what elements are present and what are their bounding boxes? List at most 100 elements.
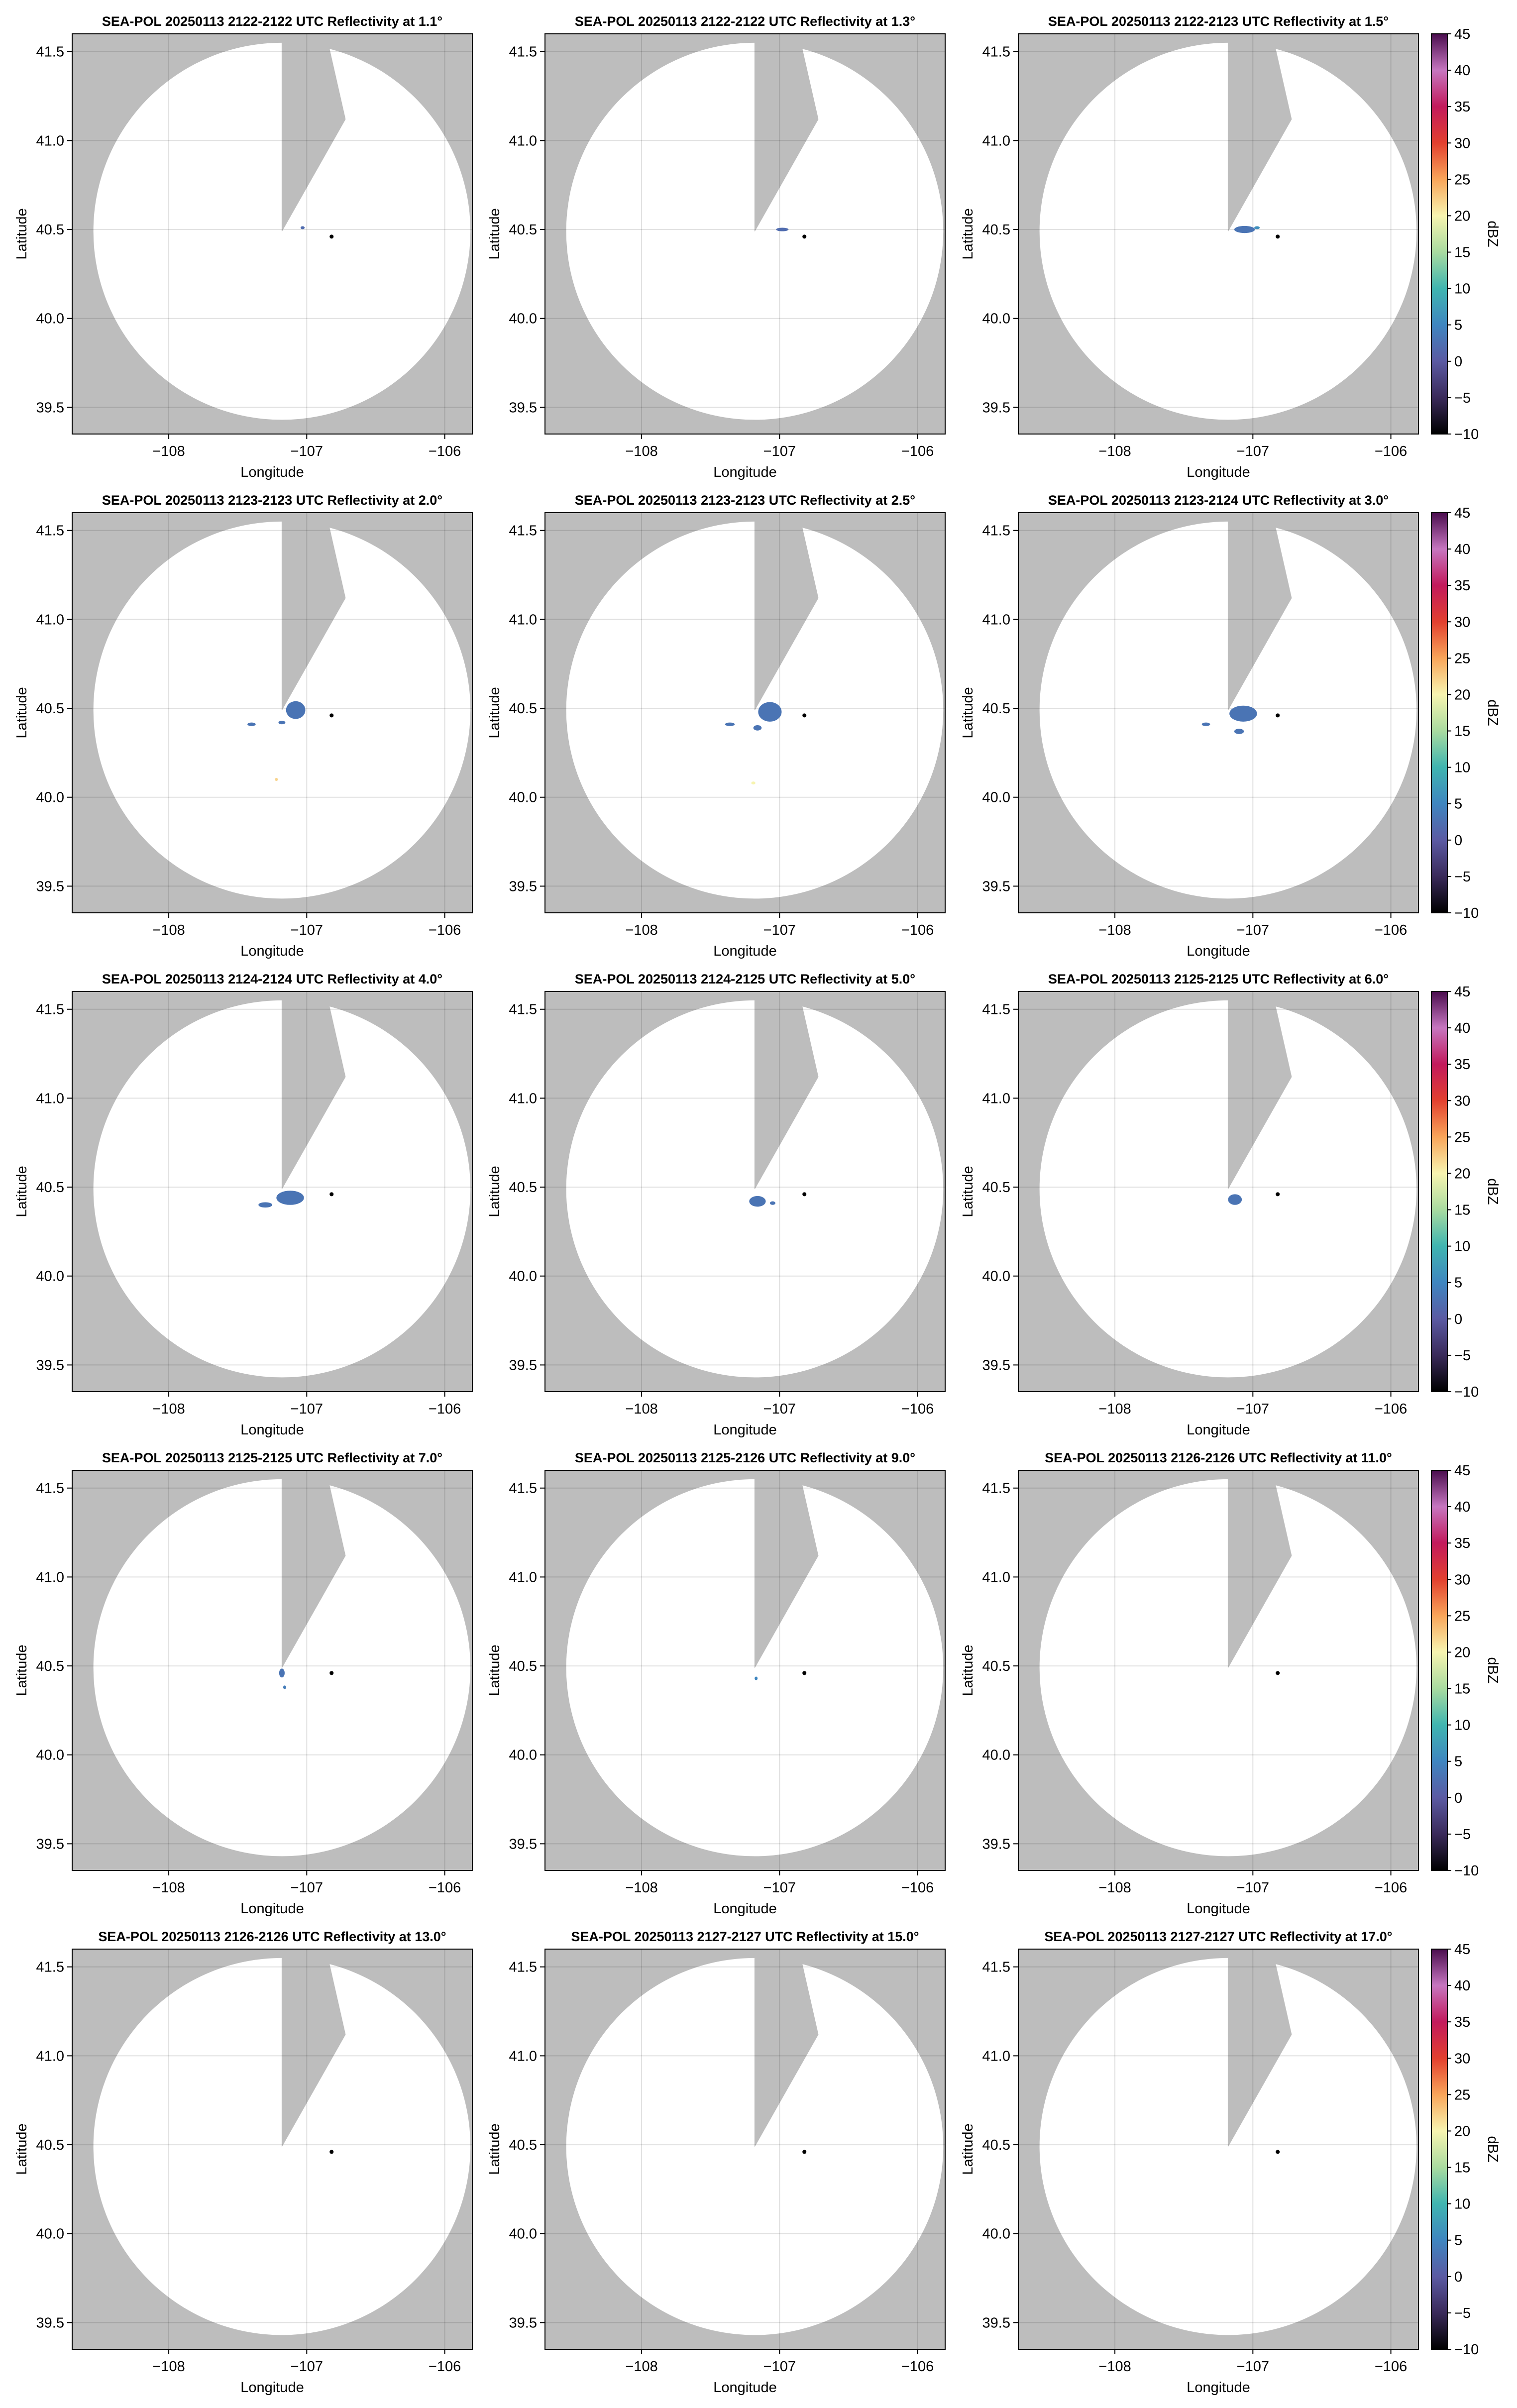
reflectivity-echo — [1254, 226, 1260, 229]
colorbar-tick-label: −5 — [1454, 2305, 1471, 2321]
y-tick-label: 41.5 — [509, 1002, 537, 1018]
reflectivity-echo — [283, 1685, 286, 1689]
blocked-sector-wedge — [755, 1470, 818, 1668]
blocked-sector-wedge — [755, 513, 818, 710]
colorbar-tick-label: 30 — [1454, 1093, 1470, 1109]
panel-title: SEA-POL 20250113 2125-2126 UTC Reflectiv… — [575, 1450, 915, 1465]
x-axis-label: Longitude — [1187, 464, 1250, 480]
y-tick-label: 40.5 — [509, 1658, 537, 1674]
y-axis-label: Latitude — [14, 2123, 30, 2175]
colorbar-tick-label: 10 — [1454, 760, 1470, 776]
colorbar-tick-label: 35 — [1454, 1057, 1470, 1073]
panel-title: SEA-POL 20250113 2127-2127 UTC Reflectiv… — [1044, 1929, 1392, 1944]
y-tick-label: 41.0 — [982, 1091, 1010, 1106]
x-axis-label: Longitude — [713, 2380, 776, 2396]
colorbar-tick-label: −10 — [1454, 1863, 1479, 1879]
radar-panel: −108 −107 −106 39.5 40.0 40.5 41.0 41.5 SEA-POL … — [14, 1450, 473, 1917]
y-tick-label: 41.0 — [509, 1569, 537, 1585]
colorbar-tick-label: 10 — [1454, 2196, 1470, 2212]
y-tick-label: 41.0 — [36, 133, 64, 149]
colorbar-tick-label: 45 — [1454, 26, 1470, 42]
reflectivity-echo — [1229, 705, 1257, 722]
blocked-sector-wedge — [282, 1949, 345, 2147]
blocked-sector-wedge — [282, 1470, 345, 1668]
x-tick-label: −108 — [1098, 443, 1131, 459]
axes-frame — [72, 1949, 473, 2350]
colorbar-tick-label: 30 — [1454, 614, 1470, 630]
axes-frame — [72, 33, 473, 435]
y-tick-label: 39.5 — [36, 400, 64, 416]
x-axis-label: Longitude — [1187, 1901, 1250, 1917]
colorbar-tick-label: 30 — [1454, 1572, 1470, 1588]
blocked-sector-wedge — [1228, 34, 1292, 231]
y-tick-label: 39.5 — [36, 1357, 64, 1373]
radar-panel: −108 −107 −106 39.5 40.0 40.5 41.0 41.5 SEA-POL … — [960, 972, 1419, 1438]
y-tick-label: 41.5 — [509, 1960, 537, 1975]
blocked-sector-wedge — [1228, 991, 1292, 1189]
x-axis-label: Longitude — [1187, 943, 1250, 959]
colorbar: −10 −5 0 5 10 15 20 25 30 35 40 45 dBZ — [1431, 984, 1501, 1400]
reflectivity-echo — [275, 778, 278, 781]
y-tick-label: 40.0 — [36, 790, 64, 806]
colorbar-tick-label: 15 — [1454, 2160, 1470, 2176]
x-tick-label: −108 — [1098, 1401, 1131, 1417]
reflectivity-echo — [1228, 1194, 1242, 1205]
reflectivity-echo — [279, 1668, 285, 1678]
site-marker — [329, 1671, 334, 1675]
colorbar-tick-label: 0 — [1454, 354, 1462, 370]
y-tick-label: 40.5 — [982, 701, 1010, 717]
y-tick-label: 41.5 — [36, 1481, 64, 1497]
colorbar-label: dBZ — [1485, 1657, 1501, 1683]
site-marker — [1276, 713, 1280, 718]
y-tick-label: 40.0 — [36, 2226, 64, 2242]
x-axis-label: Longitude — [713, 464, 776, 480]
y-tick-label: 39.5 — [509, 400, 537, 416]
y-tick-label: 39.5 — [509, 2315, 537, 2331]
x-tick-label: −108 — [152, 443, 185, 459]
axes-frame — [1018, 1949, 1419, 2350]
x-tick-label: −107 — [1237, 2359, 1269, 2375]
x-tick-label: −107 — [291, 1880, 323, 1896]
reflectivity-echo — [1201, 722, 1210, 726]
x-axis-label: Longitude — [1187, 2380, 1250, 2396]
colorbar-label: dBZ — [1485, 699, 1501, 726]
x-axis-label: Longitude — [240, 1422, 304, 1438]
x-axis-label: Longitude — [240, 1901, 304, 1917]
x-tick-label: −108 — [152, 922, 185, 938]
y-tick-label: 39.5 — [982, 2315, 1010, 2331]
colorbar-label: dBZ — [1485, 1178, 1501, 1204]
colorbar-group: −10 −5 0 5 10 15 20 25 30 35 40 45 dBZ −10 −5 0 5 10 15 20 2… — [1431, 26, 1501, 2358]
x-tick-label: −106 — [901, 1880, 934, 1896]
colorbar-tick-label: 35 — [1454, 99, 1470, 115]
colorbar-tick-label: 20 — [1454, 2123, 1470, 2139]
colorbar: −10 −5 0 5 10 15 20 25 30 35 40 45 dBZ — [1431, 1463, 1501, 1879]
colorbar-tick-label: 20 — [1454, 1644, 1470, 1660]
colorbar-tick-label: −10 — [1454, 1384, 1479, 1400]
panel-grid: −108 −107 −106 39.5 40.0 40.5 41.0 41.5 SEA-POL … — [14, 14, 1419, 2396]
blocked-sector-wedge — [1228, 513, 1292, 710]
x-tick-label: −106 — [901, 443, 934, 459]
site-marker — [329, 2150, 334, 2154]
y-tick-label: 39.5 — [36, 878, 64, 894]
panel-title: SEA-POL 20250113 2123-2124 UTC Reflectiv… — [1048, 493, 1389, 508]
colorbar-tick-label: 25 — [1454, 1608, 1470, 1624]
y-axis-label: Latitude — [14, 208, 30, 259]
radar-panel: −108 −107 −106 39.5 40.0 40.5 41.0 41.5 SEA-POL … — [960, 493, 1419, 959]
reflectivity-echo — [753, 725, 762, 731]
colorbar-gradient — [1431, 512, 1448, 913]
colorbar-tick-label: 5 — [1454, 318, 1462, 333]
reflectivity-echo — [1234, 729, 1244, 734]
panel-title: SEA-POL 20250113 2126-2126 UTC Reflectiv… — [98, 1929, 446, 1944]
colorbar-tick-label: −10 — [1454, 2342, 1479, 2358]
y-tick-label: 39.5 — [509, 878, 537, 894]
colorbar-gradient — [1431, 991, 1448, 1392]
y-axis-label: Latitude — [487, 1166, 503, 1217]
panel-title: SEA-POL 20250113 2125-2125 UTC Reflectiv… — [102, 1450, 442, 1465]
y-tick-label: 39.5 — [509, 1836, 537, 1852]
x-tick-label: −108 — [1098, 1880, 1131, 1896]
colorbar: −10 −5 0 5 10 15 20 25 30 35 40 45 dBZ — [1431, 26, 1501, 442]
y-tick-label: 40.0 — [509, 1748, 537, 1763]
y-tick-label: 40.5 — [982, 2137, 1010, 2153]
y-tick-label: 40.0 — [36, 311, 64, 327]
